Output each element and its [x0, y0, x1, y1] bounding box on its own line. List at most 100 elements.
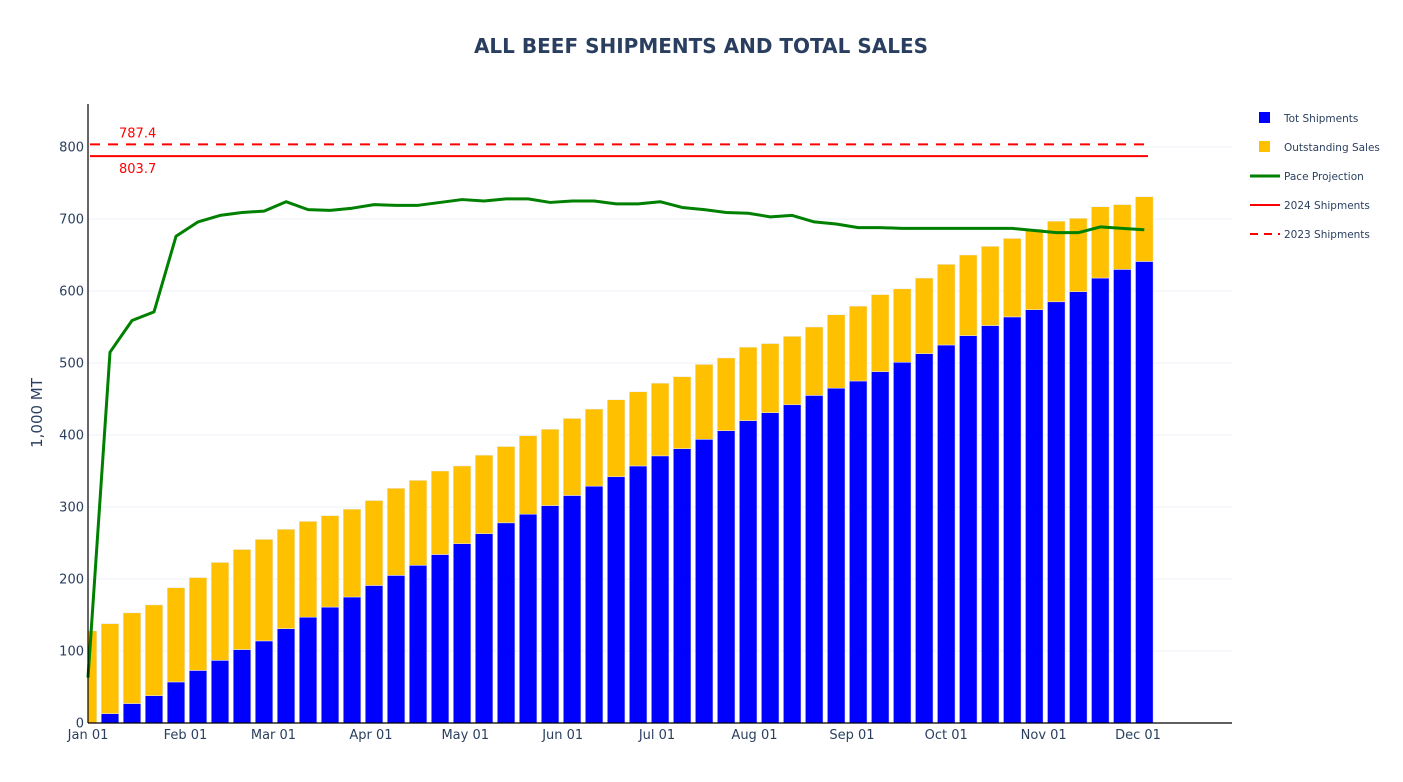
legend-item[interactable]: Outstanding Sales [1259, 141, 1380, 154]
bar-tot-shipments [585, 485, 604, 724]
bar-outstanding-sales [343, 508, 362, 598]
bar-tot-shipments [827, 387, 846, 724]
bar-tot-shipments [232, 649, 252, 724]
bar-tot-shipments [1047, 301, 1066, 724]
bar-tot-shipments [122, 703, 142, 724]
legend-swatch [1259, 112, 1270, 123]
bar-tot-shipments [1025, 309, 1044, 724]
bar-tot-shipments [937, 344, 956, 724]
bar-tot-shipments [431, 554, 450, 724]
bar-tot-shipments [1069, 291, 1088, 724]
x-tick-label: Mar 01 [251, 728, 296, 743]
bar-outstanding-sales [959, 254, 978, 336]
annotation-label: 803.7 [119, 162, 156, 177]
legend-item[interactable]: 2023 Shipments [1250, 229, 1370, 241]
bar-outstanding-sales [1113, 204, 1132, 270]
legend-label: 2024 Shipments [1284, 200, 1370, 212]
x-tick-label: Jan 01 [67, 728, 109, 743]
bar-tot-shipments [254, 640, 274, 724]
bar-outstanding-sales [805, 326, 824, 396]
bar-tot-shipments [365, 585, 384, 724]
bar-outstanding-sales [1025, 228, 1044, 310]
x-tick-label: Feb 01 [164, 728, 208, 743]
x-tick-label: Nov 01 [1021, 728, 1067, 743]
y-tick-label: 800 [59, 141, 84, 156]
bar-tot-shipments [299, 616, 318, 724]
bar-tot-shipments [651, 455, 670, 724]
bar-tot-shipments [497, 522, 516, 724]
bar-tot-shipments [541, 505, 560, 724]
bar-outstanding-sales [1003, 238, 1022, 318]
bar-tot-shipments [1113, 269, 1132, 724]
bar-outstanding-sales [453, 465, 472, 544]
annotation-label: 787.4 [119, 126, 156, 141]
y-axis-title: 1,000 MT [28, 377, 46, 448]
bar-outstanding-sales [695, 364, 714, 440]
bar-tot-shipments [563, 495, 582, 724]
bar-outstanding-sales [607, 399, 626, 478]
bar-tot-shipments [607, 476, 626, 724]
y-tick-label: 200 [59, 573, 84, 588]
bar-tot-shipments [959, 335, 978, 724]
bar-outstanding-sales [849, 305, 868, 382]
legend-item[interactable]: 2024 Shipments [1250, 200, 1370, 212]
bar-outstanding-sales [122, 612, 142, 704]
bar-tot-shipments [717, 430, 736, 724]
bar-tot-shipments [1003, 316, 1022, 724]
x-tick-label: Aug 01 [731, 728, 777, 743]
x-tick-label: Jul 01 [638, 728, 675, 743]
bar-tot-shipments [739, 420, 758, 724]
bar-outstanding-sales [981, 246, 1000, 326]
bar-outstanding-sales [761, 343, 780, 413]
x-tick-label: Dec 01 [1115, 728, 1161, 743]
x-tick-label: Jun 01 [541, 728, 583, 743]
bar-outstanding-sales [254, 539, 274, 642]
bar-tot-shipments [277, 628, 296, 724]
x-tick-label: Sep 01 [829, 728, 874, 743]
y-tick-label: 100 [59, 645, 84, 660]
bar-tot-shipments [1135, 261, 1154, 724]
bar-outstanding-sales [915, 277, 934, 354]
bar-outstanding-sales [541, 428, 560, 506]
bar-outstanding-sales [893, 288, 912, 363]
bar-tot-shipments [629, 465, 648, 724]
bar-outstanding-sales [563, 418, 582, 496]
bar-outstanding-sales [409, 480, 428, 566]
bar-outstanding-sales [475, 454, 494, 534]
legend-item[interactable]: Tot Shipments [1259, 112, 1358, 125]
bar-tot-shipments [210, 660, 230, 724]
bar-outstanding-sales [937, 264, 956, 346]
bar-tot-shipments [166, 681, 186, 724]
legend[interactable]: Tot Shipments Outstanding Sales Pace Proje… [1250, 112, 1380, 241]
y-tick-label: 700 [59, 213, 84, 228]
legend-item[interactable]: Pace Projection [1250, 171, 1364, 183]
legend-label: Outstanding Sales [1284, 142, 1380, 154]
bar-tot-shipments [761, 412, 780, 724]
bar-tot-shipments [188, 670, 208, 724]
axes: 0 100 200 300 400 500 600 700 800 Jan 01 Feb 01 Mar… [59, 104, 1232, 743]
y-tick-label: 500 [59, 357, 84, 372]
bar-outstanding-sales [1091, 206, 1110, 279]
bar-tot-shipments [100, 713, 120, 724]
x-tick-label: Apr 01 [349, 728, 392, 743]
bar-tot-shipments [915, 353, 934, 724]
legend-label: Tot Shipments [1283, 113, 1358, 125]
bar-outstanding-sales [1069, 218, 1088, 292]
bar-outstanding-sales [277, 529, 296, 629]
bar-outstanding-sales [210, 562, 230, 661]
bar-outstanding-sales [673, 376, 692, 449]
bar-tot-shipments [387, 575, 406, 724]
legend-label: Pace Projection [1284, 171, 1364, 183]
bar-tot-shipments [343, 596, 362, 724]
bar-tot-shipments [981, 325, 1000, 724]
bar-outstanding-sales [1047, 220, 1066, 303]
bar-tot-shipments [849, 380, 868, 724]
bar-outstanding-sales [299, 521, 318, 618]
y-tick-label: 400 [59, 429, 84, 444]
x-tick-label: Oct 01 [925, 728, 968, 743]
bar-outstanding-sales [166, 587, 186, 683]
bar-tot-shipments [1091, 277, 1110, 724]
bar-outstanding-sales [717, 357, 736, 431]
bar-tot-shipments [783, 404, 802, 724]
